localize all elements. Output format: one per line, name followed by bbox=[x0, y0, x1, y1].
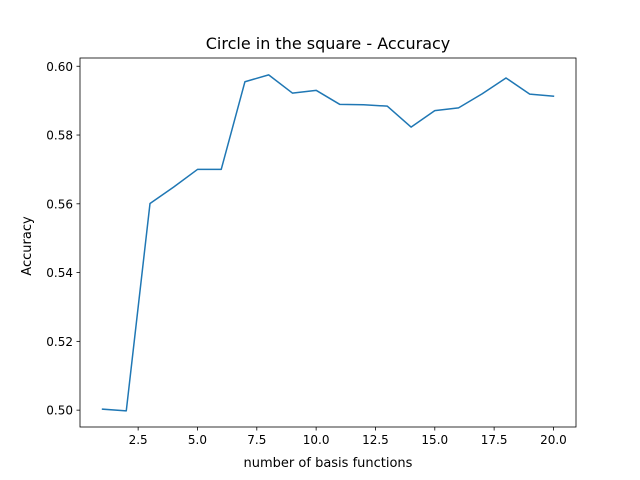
plot-area: 2.5 5.0 7.5 10.0 12.5 15.0 17.5 20.0 0.50 0.52 0.5… bbox=[46, 57, 577, 447]
y-tick-label: 0.52 bbox=[46, 335, 73, 349]
x-tick-label: 2.5 bbox=[129, 433, 148, 447]
x-tick-label: 12.5 bbox=[362, 433, 389, 447]
y-tick-label: 0.50 bbox=[46, 404, 73, 418]
x-tick-label: 7.5 bbox=[247, 433, 266, 447]
x-tick-label: 5.0 bbox=[188, 433, 207, 447]
y-tick-label: 0.60 bbox=[46, 60, 73, 74]
x-tick-label: 20.0 bbox=[540, 433, 567, 447]
series-line-0 bbox=[101, 74, 555, 412]
x-tick-label: 10.0 bbox=[303, 433, 330, 447]
x-tick-label: 17.5 bbox=[481, 433, 508, 447]
chart-title: Circle in the square - Accuracy bbox=[206, 34, 451, 53]
y-tick-label: 0.58 bbox=[46, 129, 73, 143]
x-axis-label: number of basis functions bbox=[244, 456, 413, 471]
y-tick-label: 0.56 bbox=[46, 197, 73, 211]
y-tick-label: 0.54 bbox=[46, 266, 73, 280]
y-axis-label: Accuracy bbox=[20, 216, 35, 276]
x-tick-label: 15.0 bbox=[421, 433, 448, 447]
axes-frame bbox=[79, 57, 577, 428]
